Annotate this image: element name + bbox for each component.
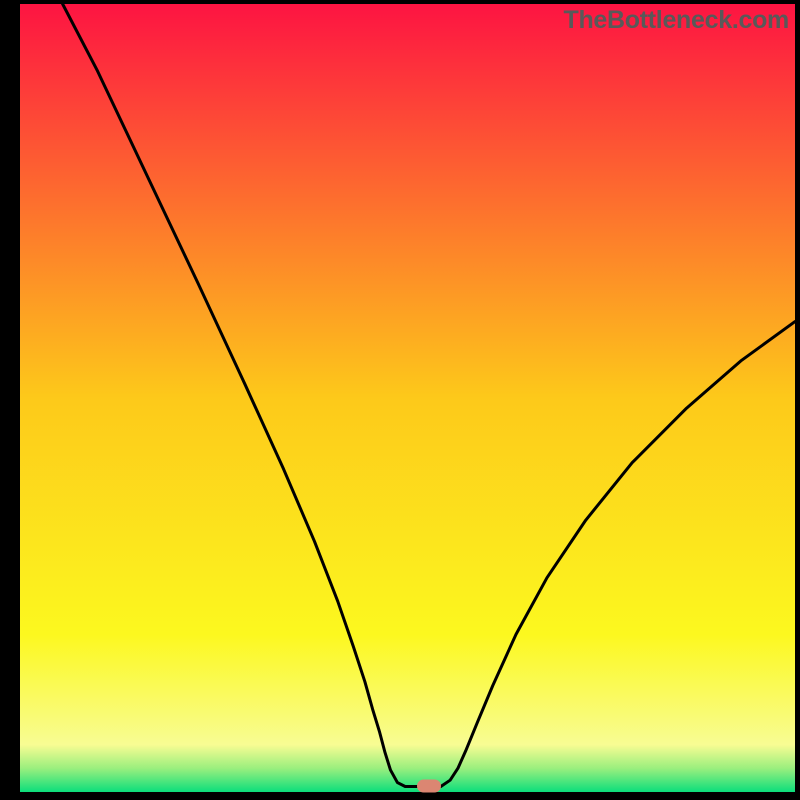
plot-area: TheBottleneck.com bbox=[20, 4, 795, 792]
curve-right-segment bbox=[441, 322, 795, 787]
minimum-marker bbox=[417, 779, 441, 792]
bottleneck-curve bbox=[20, 4, 795, 792]
curve-left-segment bbox=[63, 4, 420, 786]
chart-frame: TheBottleneck.com bbox=[0, 0, 800, 800]
